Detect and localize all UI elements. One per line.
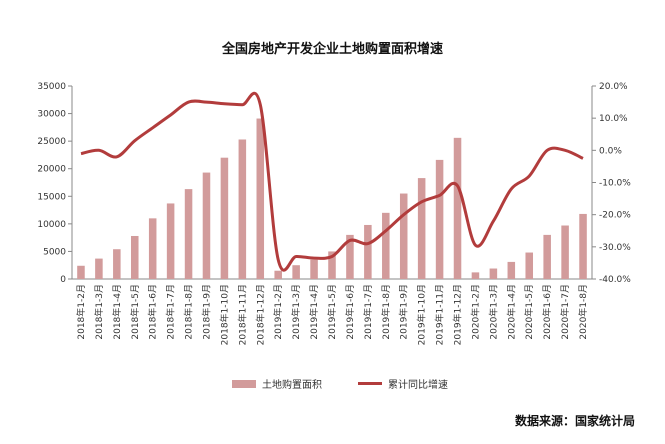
right-tick-label: -30.0% [599,243,631,253]
bar [435,159,444,279]
line-series [80,91,584,272]
legend-swatch-line [358,382,382,385]
legend-swatch-bar [232,379,256,388]
left-tick-label: 20000 [37,165,66,175]
bar [489,268,498,279]
bar [274,270,282,279]
legend: 土地购置面积 累计同比增速 [0,376,665,392]
x-tick-label: 2020年1-6月 [541,284,553,340]
source-note: 数据来源：国家统计局 [514,414,635,428]
x-tick-label: 2018年1-4月 [111,284,123,340]
x-tick-label: 2018年1-7月 [165,284,177,340]
x-tick-label: 2020年1-3月 [487,284,499,340]
bar [238,139,247,279]
bar [364,224,372,279]
left-tick-label: 10000 [37,220,66,230]
bar [95,258,103,279]
bar [382,212,390,279]
left-tick-label: 35000 [37,82,66,92]
bar [292,265,300,279]
x-tick-label: 2019年1-8月 [380,284,392,340]
x-tick-label: 2019年1-4月 [308,284,320,340]
growth-line [80,91,584,272]
bar [328,251,336,279]
bar [256,118,265,279]
bar [417,178,426,279]
x-tick-label: 2019年1-9月 [398,284,410,340]
bar [77,265,85,279]
x-tick-label: 2018年1-11月 [236,284,248,345]
x-tick-label: 2019年1-6月 [344,284,356,340]
x-tick-label: 2020年1-7月 [559,284,571,340]
bar [579,213,587,279]
x-tick-label: 2020年1-5月 [523,284,535,340]
right-tick-label: 20.0% [599,82,628,92]
bar [202,172,211,279]
bar [310,259,318,279]
x-tick-label: 2019年1-7月 [362,284,374,340]
x-tick-label: 2018年1-5月 [129,284,141,340]
bar [148,218,157,279]
bar-series [77,118,587,279]
legend-label-bar: 土地购置面积 [262,380,322,391]
bar [184,189,193,279]
x-tick-label: 2019年1-12月 [452,284,464,345]
x-tick-label: 2018年1-10月 [218,284,230,345]
x-tick-label: 2018年1-6月 [147,284,159,340]
left-tick-label: 0 [60,275,66,285]
x-tick-label: 2018年1-8月 [183,284,195,340]
bar [453,137,462,279]
bar [561,225,569,279]
right-tick-label: -10.0% [599,179,631,189]
right-tick-label: 10.0% [599,114,628,124]
bar [525,252,534,279]
x-tick-label: 2020年1-2月 [469,284,481,340]
legend-label-line: 累计同比增速 [388,380,448,391]
x-tick-label: 2020年1-4月 [505,284,517,340]
left-axis-ticks: 0 5000 10000 15000 20000 25000 30000 35000 [37,82,72,285]
bar [507,261,516,279]
x-axis-ticks: 2018年1-2月 2018年1-3月 2018年1-4月 2018年1-5月 2018… [75,284,589,345]
legend-item-bar: 土地购置面积 [232,376,322,391]
left-tick-label: 25000 [37,137,66,147]
bar [471,272,480,279]
left-tick-label: 15000 [37,192,66,202]
left-tick-label: 30000 [37,110,66,120]
right-tick-label: -20.0% [599,211,631,221]
right-tick-label: 0.0% [599,146,622,156]
bar [543,234,551,279]
bar [220,157,229,279]
x-tick-label: 2018年1-2月 [75,284,87,340]
bar [130,235,139,279]
x-tick-label: 2018年1-9月 [200,284,212,340]
x-tick-label: 2019年1-2月 [272,284,284,340]
bar [346,234,354,279]
right-tick-label: -40.0% [599,275,631,285]
x-tick-label: 2019年1-3月 [290,284,302,340]
chart-title: 全国房地产开发企业土地购置面积增速 [221,42,443,57]
bar [113,249,121,279]
x-tick-label: 2019年1-5月 [326,284,338,340]
x-tick-label: 2019年1-10月 [416,284,428,345]
legend-item-line: 累计同比增速 [358,376,448,391]
x-tick-label: 2018年1-3月 [93,284,105,340]
left-tick-label: 5000 [43,247,66,257]
bar [399,193,408,279]
x-tick-label: 2020年1-8月 [577,284,589,340]
x-tick-label: 2019年1-11月 [434,284,446,345]
x-tick-label: 2018年1-12月 [254,284,266,345]
right-axis-ticks: -40.0% -30.0% -20.0% -10.0% 0.0% 10.0% 20.0% [592,82,631,285]
bar [166,203,175,279]
